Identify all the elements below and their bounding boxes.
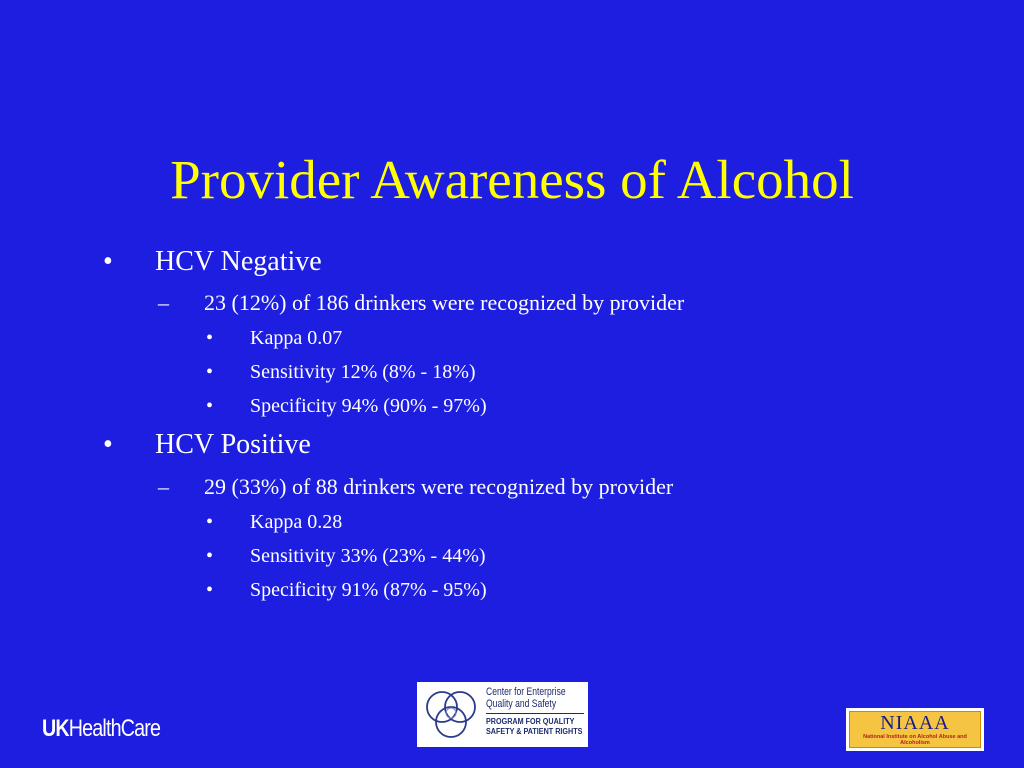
cqs-logo-line3: PROGRAM FOR QUALITY bbox=[486, 717, 575, 726]
detail-text: Sensitivity 33% (23% - 44%) bbox=[250, 545, 486, 567]
detail-text: Kappa 0.28 bbox=[250, 511, 343, 533]
slide-title: Provider Awareness of Alcohol bbox=[170, 149, 854, 210]
niaaa-logo-badge: NIAAA National Institute on Alcohol Abus… bbox=[849, 711, 981, 748]
uk-logo-uk: UK bbox=[42, 715, 70, 742]
dash-marker: – bbox=[158, 290, 169, 315]
bullet-marker: • bbox=[206, 327, 214, 349]
niaaa-logo-subtitle: National Institute on Alcohol Abuse and … bbox=[863, 734, 967, 746]
detail-text: Kappa 0.07 bbox=[250, 327, 343, 349]
sub-item-text: 23 (12%) of 186 drinkers were recognized… bbox=[204, 290, 685, 315]
cqs-logo-program: PROGRAM FOR QUALITY SAFETY & PATIENT RIG… bbox=[486, 717, 582, 737]
section-heading: HCV Positive bbox=[155, 429, 311, 460]
detail-text: Specificity 94% (90% - 97%) bbox=[250, 395, 487, 417]
cqs-logo: Center for Enterprise Quality and Safety… bbox=[417, 682, 588, 747]
section-heading: HCV Negative bbox=[155, 246, 322, 277]
bullet-marker: • bbox=[206, 395, 214, 417]
cqs-logo-divider bbox=[486, 713, 584, 714]
cqs-logo-line4: SAFETY & PATIENT RIGHTS bbox=[486, 727, 583, 736]
bullet-marker: • bbox=[103, 246, 113, 277]
bullet-marker: • bbox=[206, 511, 214, 533]
interlocking-rings-icon bbox=[426, 691, 476, 738]
cqs-logo-line1: Center for Enterprise bbox=[486, 686, 566, 698]
uk-healthcare-logo: UKHealthCare bbox=[42, 712, 161, 746]
sub-item-text: 29 (33%) of 88 drinkers were recognized … bbox=[204, 474, 674, 499]
bullet-marker: • bbox=[206, 545, 214, 567]
detail-text: Sensitivity 12% (8% - 18%) bbox=[250, 361, 476, 383]
dash-marker: – bbox=[158, 474, 169, 499]
bullet-marker: • bbox=[103, 429, 113, 460]
niaaa-logo-title: NIAAA bbox=[880, 712, 950, 734]
bullet-marker: • bbox=[206, 361, 214, 383]
cqs-logo-line2: Quality and Safety bbox=[486, 698, 557, 710]
cqs-logo-name: Center for Enterprise Quality and Safety bbox=[486, 686, 566, 710]
uk-logo-healthcare: HealthCare bbox=[68, 715, 161, 742]
bullet-marker: • bbox=[206, 579, 214, 601]
detail-text: Specificity 91% (87% - 95%) bbox=[250, 579, 487, 601]
niaaa-logo: NIAAA National Institute on Alcohol Abus… bbox=[846, 708, 984, 751]
